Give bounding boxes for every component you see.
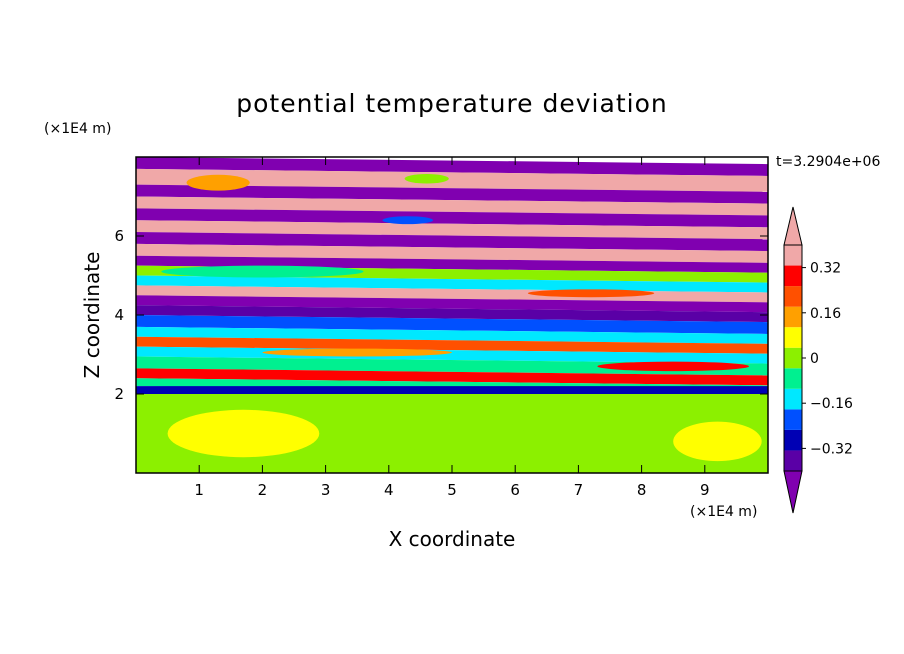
contour-feature xyxy=(167,409,320,458)
contour-band xyxy=(136,336,768,354)
contour-band xyxy=(136,368,768,386)
y-axis: 2 4 6 xyxy=(114,227,768,403)
x-tick-label: 3 xyxy=(321,481,331,499)
colorbar-swatch xyxy=(784,306,802,328)
contour-band xyxy=(136,285,768,303)
y-tick-label: 6 xyxy=(114,227,124,245)
colorbar-swatch xyxy=(784,368,802,389)
colorbar-swatch xyxy=(784,327,802,348)
colorbar-swatch xyxy=(784,429,802,451)
x-tick-label: 6 xyxy=(510,481,520,499)
contour-feature xyxy=(262,348,453,357)
contour-feature xyxy=(673,421,762,462)
colorbar-label: 0.16 xyxy=(810,306,841,322)
x-tick-label: 1 xyxy=(194,481,204,499)
colorbar-label: −0.16 xyxy=(810,396,853,412)
contour-band xyxy=(136,386,768,394)
contour-band xyxy=(136,275,768,293)
x-tick-label: 2 xyxy=(258,481,268,499)
time-label: t=3.2904e+06 xyxy=(776,154,880,170)
y-tick-label: 4 xyxy=(114,306,124,324)
x-unit-label: (×1E4 m) xyxy=(690,504,757,520)
x-tick-label: 4 xyxy=(384,481,394,499)
contour-band xyxy=(136,184,768,204)
contour-feature xyxy=(404,173,449,184)
x-tick-label: 5 xyxy=(447,481,457,499)
contour-band xyxy=(136,243,768,263)
contour-feature xyxy=(382,216,434,225)
y-axis-label: Z coordinate xyxy=(80,252,104,379)
colorbar-swatch xyxy=(784,265,802,287)
contour-feature xyxy=(186,174,250,191)
contour-band xyxy=(136,255,768,273)
contour-band xyxy=(136,220,768,240)
plot-field xyxy=(136,157,768,473)
contour-band xyxy=(136,295,768,313)
contour-band xyxy=(136,232,768,252)
contour-band xyxy=(136,157,768,176)
x-tick-label: 7 xyxy=(574,481,584,499)
colorbar-label: 0.32 xyxy=(810,261,841,277)
contour-band xyxy=(136,208,768,228)
colorbar-swatch xyxy=(784,245,802,266)
y-unit-label: (×1E4 m) xyxy=(44,121,111,137)
colorbar-swatch xyxy=(784,347,802,369)
x-axis: 1 2 3 4 5 6 7 8 9 xyxy=(194,157,710,499)
colorbar-swatch xyxy=(784,450,802,471)
contour-feature xyxy=(527,403,667,448)
contour-band xyxy=(136,356,768,376)
colorbar-label: 0 xyxy=(810,351,819,367)
contour-feature xyxy=(527,289,655,298)
colorbar-under-arrow xyxy=(783,470,803,514)
contour-feature xyxy=(161,265,364,278)
colorbar-swatch xyxy=(784,388,802,410)
colorbar-label: −0.32 xyxy=(810,441,853,457)
x-axis-label: X coordinate xyxy=(389,527,516,551)
colorbar-over-arrow xyxy=(783,206,803,246)
contour-band xyxy=(136,196,768,216)
contour-band xyxy=(136,326,768,344)
colorbar-swatch xyxy=(784,409,802,430)
contour-feature xyxy=(597,361,750,372)
chart-title: potential temperature deviation xyxy=(236,89,667,118)
colorbar-swatch xyxy=(784,286,802,307)
contour-band xyxy=(136,315,768,334)
y-tick-label: 2 xyxy=(114,385,124,403)
x-tick-label: 8 xyxy=(637,481,647,499)
x-tick-label: 9 xyxy=(700,481,710,499)
contour-feature xyxy=(401,417,528,458)
colorbar: 0.32 0.16 0 −0.16 −0.32 xyxy=(783,206,853,514)
contour-band xyxy=(136,168,768,192)
contour-band xyxy=(136,305,768,323)
